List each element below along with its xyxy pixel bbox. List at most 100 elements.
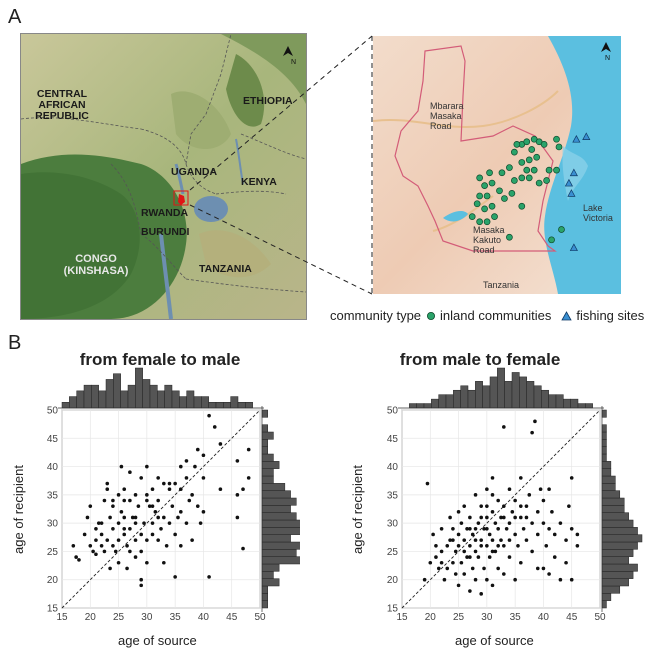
inland-community-point bbox=[511, 177, 518, 184]
plot-1-xlabel: age of source bbox=[118, 633, 197, 648]
data-point bbox=[468, 515, 472, 520]
data-point bbox=[462, 538, 467, 542]
inland-community-point bbox=[476, 192, 483, 200]
legend: community type inland communities fishin… bbox=[330, 308, 649, 323]
study-area-background: N bbox=[373, 36, 621, 294]
inland-community-point bbox=[540, 141, 548, 148]
data-point bbox=[487, 532, 492, 537]
y-histogram-bar bbox=[261, 571, 274, 579]
africa-map-background: N bbox=[21, 34, 306, 319]
data-point bbox=[159, 527, 163, 531]
data-point bbox=[119, 464, 124, 469]
data-point bbox=[108, 566, 112, 571]
data-point bbox=[451, 560, 455, 565]
y-histogram-bar bbox=[261, 512, 297, 521]
inland-community-point bbox=[513, 141, 521, 148]
data-point bbox=[145, 538, 149, 542]
data-point bbox=[125, 543, 129, 548]
inland-community-point bbox=[488, 179, 496, 187]
x-histogram-bar bbox=[475, 381, 483, 409]
y-tick-label: 50 bbox=[387, 406, 399, 417]
data-point bbox=[150, 504, 155, 508]
data-point bbox=[473, 493, 478, 497]
data-point bbox=[519, 515, 523, 520]
x-histogram-bar bbox=[69, 396, 77, 409]
data-point bbox=[451, 538, 455, 542]
data-point bbox=[541, 566, 546, 571]
data-point bbox=[150, 487, 155, 491]
inland-community-point bbox=[483, 218, 491, 226]
x-histogram-bar bbox=[105, 379, 114, 409]
data-point bbox=[102, 549, 107, 554]
data-point bbox=[453, 549, 458, 554]
x-histogram-bar bbox=[208, 402, 217, 409]
data-point bbox=[153, 510, 158, 514]
data-point bbox=[170, 504, 175, 508]
data-point bbox=[524, 538, 529, 542]
data-point bbox=[176, 515, 180, 520]
data-point bbox=[128, 549, 132, 554]
data-point bbox=[77, 558, 81, 562]
y-histogram-bar bbox=[601, 556, 629, 565]
x-histogram-bar bbox=[467, 389, 476, 409]
y-histogram-bar bbox=[601, 505, 625, 513]
data-point bbox=[499, 538, 503, 542]
x-histogram-bar bbox=[142, 379, 151, 409]
data-point bbox=[179, 543, 183, 548]
data-point bbox=[468, 543, 472, 548]
legend-fishing-marker bbox=[561, 310, 573, 320]
x-tick-label: 50 bbox=[594, 612, 606, 623]
north-arrow-left: N bbox=[283, 46, 296, 66]
data-point bbox=[490, 549, 495, 554]
inland-community-point bbox=[506, 233, 513, 241]
data-point bbox=[179, 510, 183, 514]
y-histogram-bar bbox=[601, 468, 612, 477]
fishing-site-point bbox=[569, 243, 578, 251]
zoom-connector bbox=[189, 35, 373, 295]
legend-inland-label: inland communities bbox=[440, 308, 552, 323]
data-point bbox=[456, 532, 461, 537]
panel-label-a: A bbox=[8, 6, 22, 28]
diagonal-reference-line bbox=[401, 409, 601, 609]
data-point bbox=[502, 572, 506, 576]
data-point bbox=[128, 527, 132, 531]
y-histogram-bar bbox=[601, 563, 638, 572]
x-histogram-bar bbox=[548, 394, 557, 409]
data-point bbox=[133, 521, 138, 525]
data-point bbox=[156, 476, 160, 480]
x-tick-label: 40 bbox=[198, 612, 210, 623]
data-point bbox=[139, 532, 143, 537]
x-tick-label: 30 bbox=[481, 612, 493, 623]
data-point bbox=[535, 566, 540, 571]
y-histogram-bar bbox=[601, 424, 607, 433]
y-histogram-bar bbox=[261, 497, 297, 506]
y-tick-label: 40 bbox=[387, 462, 399, 473]
y-histogram-bar bbox=[261, 556, 300, 565]
y-histogram-bar bbox=[261, 578, 280, 587]
inland-community-point bbox=[498, 169, 506, 177]
data-point bbox=[201, 453, 206, 458]
data-point bbox=[459, 521, 464, 525]
x-histogram-bar bbox=[98, 390, 107, 409]
legend-title: community type bbox=[330, 308, 422, 323]
inland-community-point bbox=[511, 148, 518, 156]
data-point bbox=[448, 515, 452, 520]
x-tick-label: 50 bbox=[254, 612, 266, 623]
data-point bbox=[479, 592, 483, 596]
x-histogram-bar bbox=[201, 396, 209, 409]
data-point bbox=[547, 487, 551, 491]
data-point bbox=[150, 532, 155, 537]
y-histogram-bar bbox=[601, 578, 629, 587]
data-point bbox=[82, 532, 87, 537]
inland-community-point bbox=[555, 143, 563, 151]
data-point bbox=[456, 583, 461, 588]
africa-map: N CENTRAL AFRICAN REPUBLIC ETHIOPIA UGAN… bbox=[20, 33, 307, 320]
y-tick-label: 50 bbox=[47, 406, 59, 417]
data-point bbox=[434, 543, 438, 548]
x-histogram-bar bbox=[135, 367, 143, 409]
x-histogram-bar bbox=[157, 390, 165, 409]
data-point bbox=[235, 493, 240, 497]
y-histogram-bar bbox=[601, 483, 616, 491]
data-point bbox=[94, 538, 98, 542]
data-point bbox=[485, 527, 489, 531]
